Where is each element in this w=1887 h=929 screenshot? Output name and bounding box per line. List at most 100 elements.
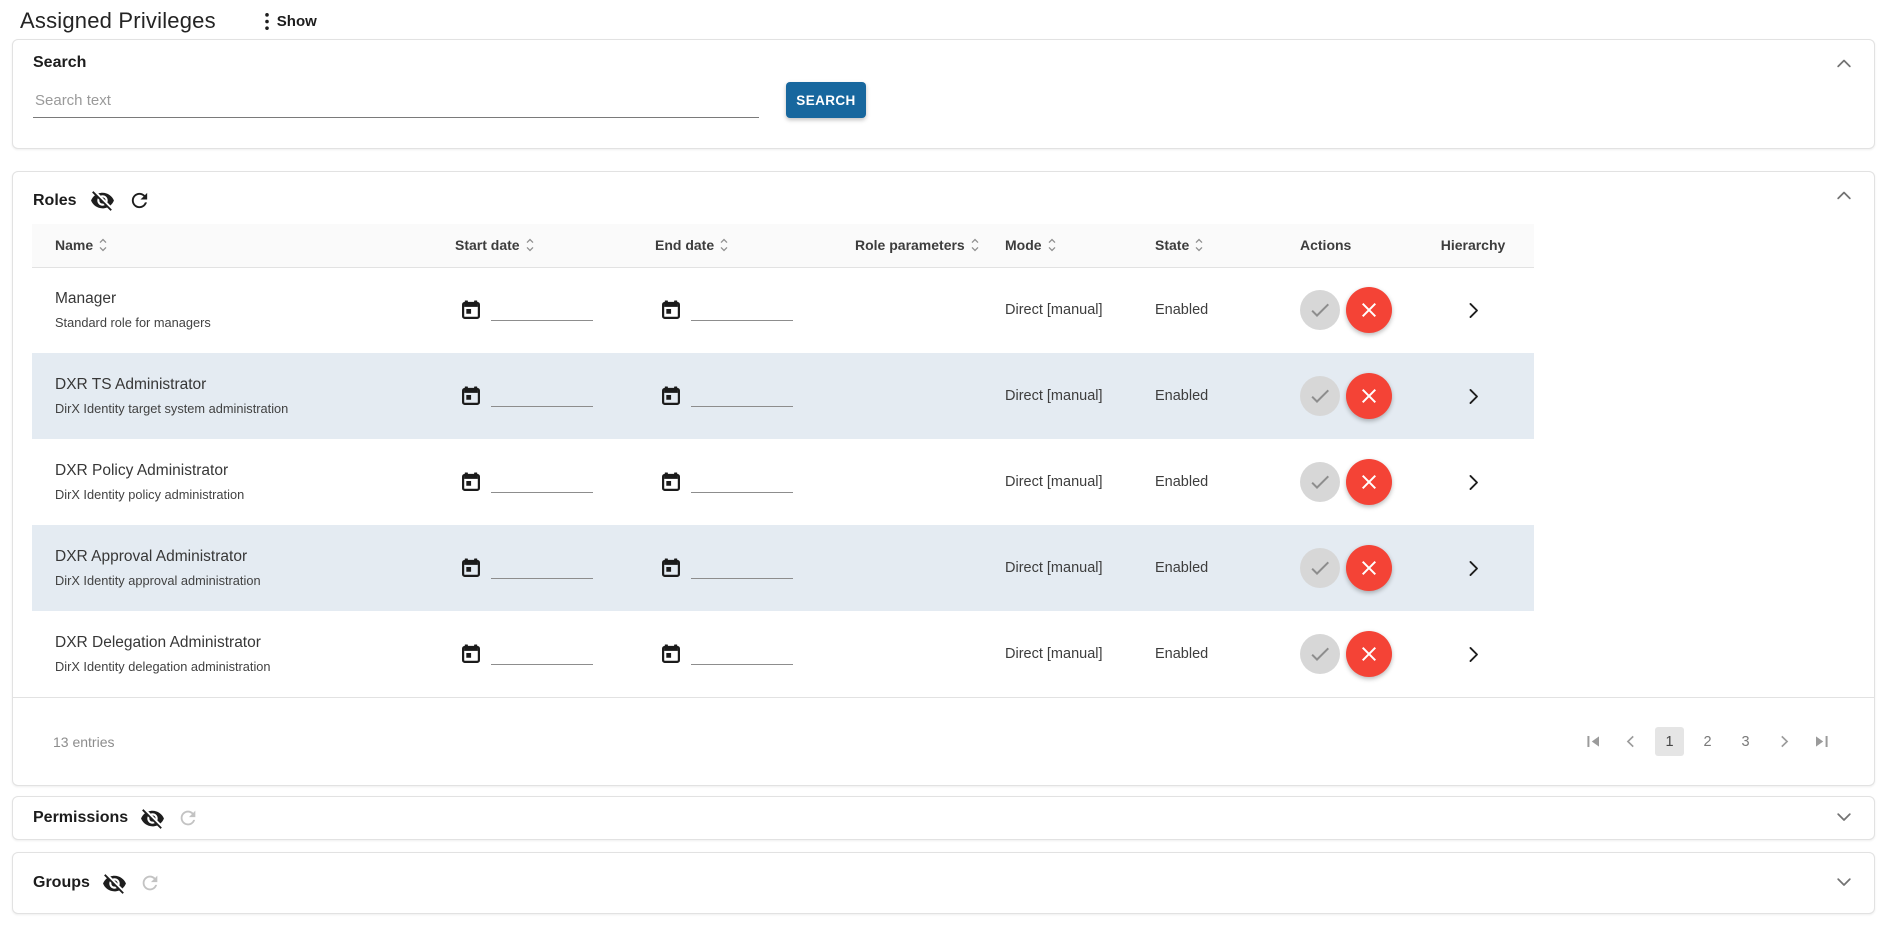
end-date-input[interactable]: [691, 299, 793, 322]
close-icon: [1357, 384, 1381, 408]
roles-refresh-button[interactable]: [128, 189, 151, 212]
roles-panel: Roles Name Start date End date Role para…: [12, 171, 1875, 786]
roles-table-header-row: Name Start date End date Role parameters…: [32, 224, 1534, 268]
start-date-cell: [432, 353, 632, 439]
start-date-input[interactable]: [491, 643, 593, 665]
hierarchy-expand-button[interactable]: [1463, 300, 1484, 321]
sort-by-start-date[interactable]: Start date: [455, 237, 535, 253]
calendar-icon: [460, 643, 482, 665]
column-header-role-parameters: Role parameters: [832, 224, 982, 268]
next-page-button[interactable]: [1769, 727, 1798, 756]
close-icon: [1357, 642, 1381, 666]
chevron-right-icon: [1463, 644, 1484, 665]
roles-visibility-button[interactable]: [90, 188, 115, 213]
calendar-icon: [660, 557, 682, 579]
end-date-picker-button[interactable]: [660, 471, 682, 493]
end-date-input[interactable]: [691, 557, 793, 579]
chevron-down-icon: [1834, 807, 1854, 827]
groups-visibility-button[interactable]: [102, 871, 127, 896]
eye-off-icon: [102, 871, 127, 896]
accept-role-button[interactable]: [1300, 290, 1340, 331]
refresh-icon: [177, 807, 199, 829]
first-page-button[interactable]: [1579, 727, 1608, 756]
roles-panel-collapse-button[interactable]: [1830, 182, 1858, 213]
end-date-picker-button[interactable]: [660, 385, 682, 407]
show-menu-button[interactable]: Show: [258, 8, 323, 35]
permissions-panel-expand-button[interactable]: [1830, 803, 1858, 834]
state-cell: Enabled: [1155, 474, 1209, 490]
sort-icon: [1194, 238, 1204, 252]
role-description: DirX Identity approval administration: [55, 573, 261, 588]
remove-role-button[interactable]: [1346, 631, 1392, 677]
calendar-icon: [660, 299, 682, 321]
calendar-icon: [460, 299, 482, 321]
prev-page-button[interactable]: [1617, 727, 1646, 756]
end-date-picker-button[interactable]: [660, 557, 682, 579]
end-date-picker-button[interactable]: [660, 643, 682, 665]
sort-by-name[interactable]: Name: [55, 237, 108, 253]
accept-role-button[interactable]: [1300, 462, 1340, 502]
end-date-input[interactable]: [691, 471, 793, 493]
mode-cell: Direct [manual]: [1005, 646, 1103, 662]
role-name-cell: DXR Approval Administrator DirX Identity…: [32, 525, 432, 611]
start-date-input[interactable]: [491, 385, 593, 407]
groups-refresh-button[interactable]: [139, 872, 161, 894]
mode-cell: Direct [manual]: [1005, 302, 1103, 319]
accept-role-button[interactable]: [1300, 634, 1340, 674]
hierarchy-expand-button[interactable]: [1463, 644, 1484, 665]
end-date-picker-button[interactable]: [660, 299, 682, 321]
actions-cell: [1277, 439, 1412, 525]
end-date-input[interactable]: [691, 643, 793, 665]
check-icon: [1308, 556, 1332, 580]
accept-role-button[interactable]: [1300, 548, 1340, 588]
start-date-input[interactable]: [491, 471, 593, 493]
remove-role-button[interactable]: [1346, 373, 1392, 419]
column-header-name: Name: [32, 224, 432, 268]
page-button-2[interactable]: 2: [1693, 727, 1722, 756]
search-button[interactable]: SEARCH: [786, 82, 866, 118]
accept-role-button[interactable]: [1300, 376, 1340, 416]
start-date-input[interactable]: [491, 299, 593, 322]
actions-cell: [1277, 353, 1412, 439]
refresh-icon: [139, 872, 161, 894]
start-date-picker-button[interactable]: [460, 557, 482, 579]
search-input[interactable]: [33, 86, 759, 117]
hierarchy-expand-button[interactable]: [1463, 386, 1484, 407]
page-title: Assigned Privileges: [20, 8, 216, 33]
calendar-icon: [460, 471, 482, 493]
sort-by-end-date[interactable]: End date: [655, 237, 729, 253]
last-page-button[interactable]: [1807, 727, 1836, 756]
remove-role-button[interactable]: [1346, 287, 1392, 334]
start-date-picker-button[interactable]: [460, 643, 482, 665]
permissions-refresh-button[interactable]: [177, 807, 199, 829]
sort-by-mode[interactable]: Mode: [1005, 237, 1057, 253]
check-icon: [1308, 384, 1332, 408]
chevron-right-icon: [1463, 558, 1484, 579]
search-panel-collapse-button[interactable]: [1830, 50, 1858, 81]
end-date-cell: [632, 525, 832, 611]
role-parameters-cell: [832, 611, 982, 697]
remove-role-button[interactable]: [1346, 459, 1392, 505]
entries-count: 13 entries: [53, 733, 115, 750]
hierarchy-cell: [1412, 525, 1534, 611]
eye-off-icon: [140, 806, 165, 831]
groups-panel-expand-button[interactable]: [1830, 868, 1858, 899]
search-panel: Search SEARCH: [12, 39, 1875, 149]
start-date-picker-button[interactable]: [460, 385, 482, 407]
remove-role-button[interactable]: [1346, 545, 1392, 591]
mode-cell: Direct [manual]: [1005, 388, 1103, 404]
page-button-3[interactable]: 3: [1731, 727, 1760, 756]
role-table-row: DXR Approval Administrator DirX Identity…: [32, 525, 1534, 611]
start-date-picker-button[interactable]: [460, 471, 482, 493]
permissions-visibility-button[interactable]: [140, 806, 165, 831]
hierarchy-expand-button[interactable]: [1463, 558, 1484, 579]
start-date-input[interactable]: [491, 557, 593, 579]
sort-by-role-parameters[interactable]: Role parameters: [855, 237, 980, 253]
sort-by-state[interactable]: State: [1155, 237, 1204, 253]
show-menu-label: Show: [276, 12, 317, 30]
start-date-picker-button[interactable]: [460, 299, 482, 321]
role-table-row: DXR Delegation Administrator DirX Identi…: [32, 611, 1534, 697]
hierarchy-expand-button[interactable]: [1463, 472, 1484, 493]
end-date-input[interactable]: [691, 385, 793, 407]
page-button-1[interactable]: 1: [1655, 727, 1684, 756]
